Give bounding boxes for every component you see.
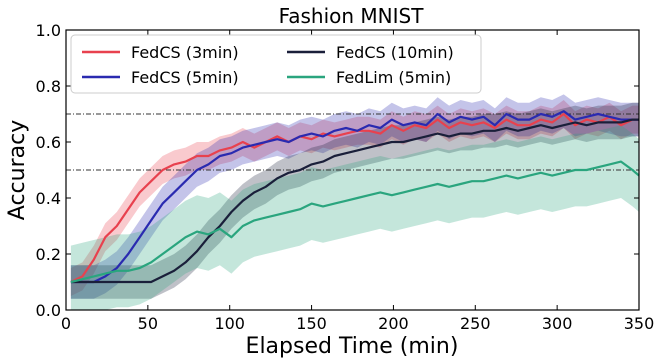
y-axis-label: Accuracy: [5, 120, 30, 220]
band-fedlim-5min: [70, 125, 639, 310]
x-tick-label: 0: [61, 314, 71, 333]
line-fedlim-5min: [70, 160, 640, 284]
y-tick-label: 0.6: [36, 133, 61, 152]
x-tick-label: 200: [378, 314, 409, 333]
series-lines: [70, 110, 640, 284]
legend-box: [70, 34, 482, 94]
x-axis-ticks: 0 50 100 150 200 250 300 350: [61, 30, 654, 333]
legend-label-fedcs-10min: FedCS (10min): [336, 43, 454, 62]
y-tick-label: 1.0: [36, 21, 61, 40]
x-tick-label: 50: [138, 314, 158, 333]
y-tick-label: 0.0: [36, 301, 61, 320]
y-tick-label: 0.4: [36, 189, 61, 208]
x-axis-label: Elapsed Time (min): [246, 334, 459, 359]
x-tick-label: 100: [214, 314, 245, 333]
x-tick-label: 300: [542, 314, 573, 333]
y-axis-ticks: 0.0 0.2 0.4 0.6 0.8 1.0: [36, 21, 639, 320]
legend: FedCS (3min) FedCS (5min) FedCS (10min) …: [70, 34, 482, 94]
plot-frame: [65, 29, 640, 311]
line-fedcs-10min: [70, 118, 639, 284]
legend-label-fedlim-5min: FedLim (5min): [336, 68, 451, 87]
line-fedcs-5min: [70, 110, 639, 284]
legend-label-fedcs-3min: FedCS (3min): [131, 43, 239, 62]
band-fedcs-5min: [70, 94, 639, 299]
y-tick-label: 0.2: [36, 245, 61, 264]
y-tick-label: 0.8: [36, 77, 61, 96]
x-tick-label: 350: [624, 314, 655, 333]
legend-label-fedcs-5min: FedCS (5min): [131, 68, 239, 87]
chart-title: Fashion MNIST: [279, 4, 425, 28]
x-tick-label: 150: [296, 314, 327, 333]
band-fedcs-3min: [70, 100, 639, 296]
x-tick-label: 250: [460, 314, 491, 333]
